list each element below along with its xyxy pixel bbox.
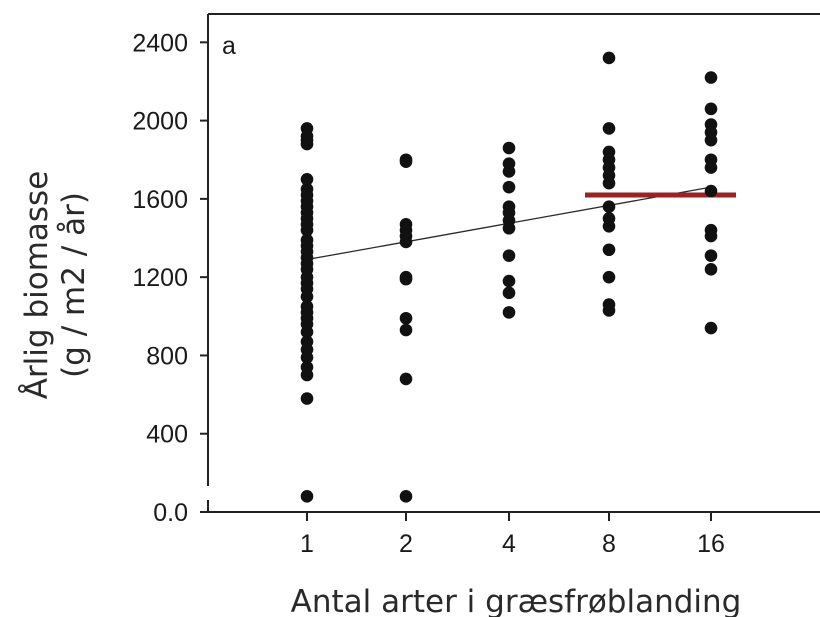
data-point: [502, 221, 516, 235]
data-point: [602, 243, 616, 257]
lines-layer: [306, 186, 736, 261]
data-point: [399, 272, 413, 286]
y-tick-label: 1600: [132, 186, 188, 214]
data-point: [399, 155, 413, 168]
data-point: [602, 270, 616, 284]
x-tick-label: 8: [602, 530, 616, 558]
y-axis-ticks: 2400 2000 1600 1200 800 400 0.0: [132, 29, 208, 527]
data-point: [300, 490, 314, 503]
y-tick-label: 400: [146, 421, 188, 449]
panel-label: a: [222, 32, 236, 60]
data-point: [602, 122, 616, 135]
data-point: [300, 351, 314, 364]
data-point: [704, 321, 718, 335]
data-point: [300, 137, 314, 151]
x-axis-ticks: 1 2 4 8 16: [300, 512, 725, 558]
x-tick-label: 2: [399, 530, 413, 558]
data-point: [704, 102, 718, 116]
data-point: [602, 304, 616, 317]
data-point: [502, 306, 516, 319]
data-point: [300, 290, 314, 304]
data-point: [602, 176, 616, 190]
x-tick-label: 16: [697, 530, 725, 558]
data-points: [300, 51, 718, 503]
data-point: [502, 274, 516, 288]
data-point: [399, 311, 413, 325]
x-tick-label: 4: [502, 530, 516, 558]
y-tick-label: 2400: [132, 29, 188, 57]
x-tick-label: 1: [300, 530, 314, 558]
data-point: [602, 219, 616, 233]
data-point: [502, 249, 516, 262]
data-point: [399, 372, 413, 386]
y-tick-label: 1200: [132, 264, 188, 292]
data-point: [704, 229, 718, 243]
data-point: [704, 71, 718, 84]
data-point: [502, 286, 516, 300]
plot-frame: [200, 13, 820, 513]
data-point: [704, 263, 718, 276]
y-axis-title-line1: Årlig biomasse: [19, 171, 55, 400]
data-point: [704, 249, 718, 262]
data-point: [399, 323, 413, 337]
y-tick-label: 0.0: [153, 499, 188, 527]
data-point: [602, 200, 616, 214]
data-point: [300, 392, 314, 405]
data-point: [300, 325, 314, 339]
data-point: [502, 141, 516, 155]
y-tick-label: 800: [146, 342, 188, 370]
data-point: [300, 223, 314, 237]
data-point: [399, 235, 413, 249]
data-point: [704, 184, 718, 198]
x-axis-title: Antal arter i græsfrøblanding: [291, 584, 742, 617]
data-point: [602, 51, 616, 65]
data-point: [300, 368, 314, 382]
data-point: [704, 133, 718, 147]
data-point: [502, 165, 516, 178]
data-point: [300, 173, 314, 186]
data-point: [502, 180, 516, 194]
y-axis-title-line2: (g / m2 / år): [56, 192, 92, 378]
data-point: [704, 161, 718, 174]
y-tick-label: 2000: [132, 108, 188, 136]
data-point: [399, 490, 413, 503]
